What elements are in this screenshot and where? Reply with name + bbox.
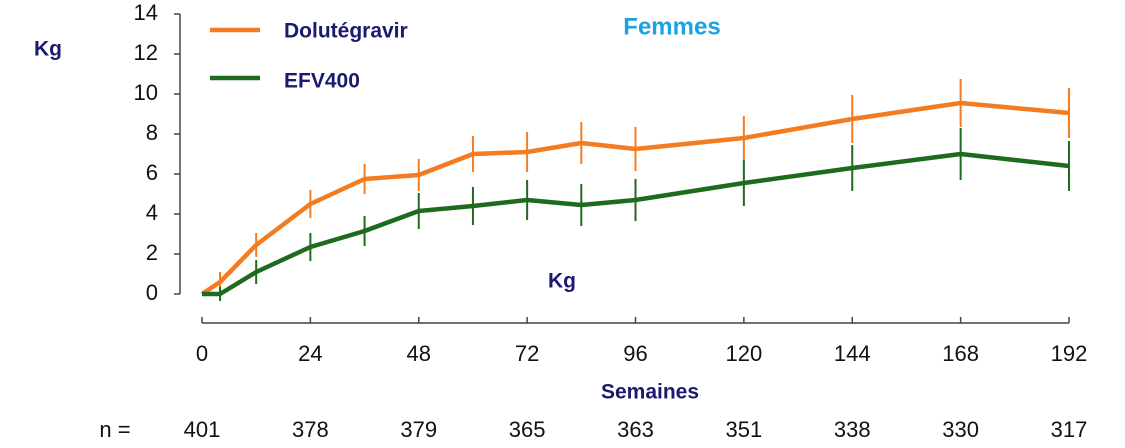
n-value: 401 (184, 417, 221, 442)
n-label: n = (99, 417, 130, 442)
n-value: 365 (509, 417, 546, 442)
chart-title: Femmes (623, 13, 720, 40)
series-line (202, 151, 1070, 297)
n-value: 351 (726, 417, 763, 442)
y-tick-label: 6 (146, 160, 158, 185)
n-value: 330 (942, 417, 979, 442)
x-tick-label: 0 (196, 341, 208, 366)
x-axis-label: Semaines (601, 381, 699, 404)
x-tick-label: 192 (1051, 341, 1088, 366)
n-value: 338 (834, 417, 871, 442)
x-tick-label: 144 (834, 341, 871, 366)
x-tick-label: 120 (726, 341, 763, 366)
n-value: 379 (400, 417, 437, 442)
legend-label: Dolutégravir (284, 20, 408, 43)
y-tick-label: 12 (134, 40, 158, 65)
annotation: Kg (548, 270, 576, 293)
x-tick-label: 96 (623, 341, 647, 366)
legend-label: EFV400 (284, 70, 360, 93)
y-tick-label: 0 (146, 280, 158, 305)
x-tick-label: 24 (298, 341, 322, 366)
x-tick-label: 72 (515, 341, 539, 366)
n-value: 363 (617, 417, 654, 442)
n-value: 317 (1051, 417, 1088, 442)
n-value: 378 (292, 417, 329, 442)
x-tick-label: 48 (407, 341, 431, 366)
x-tick-label: 168 (942, 341, 979, 366)
y-tick-label: 8 (146, 120, 158, 145)
y-tick-label: 10 (134, 80, 158, 105)
series-line (200, 100, 1070, 296)
y-tick-label: 2 (146, 240, 158, 265)
y-axis-label: Kg (34, 38, 62, 61)
y-tick-label: 14 (134, 0, 158, 25)
y-tick-label: 4 (146, 200, 158, 225)
